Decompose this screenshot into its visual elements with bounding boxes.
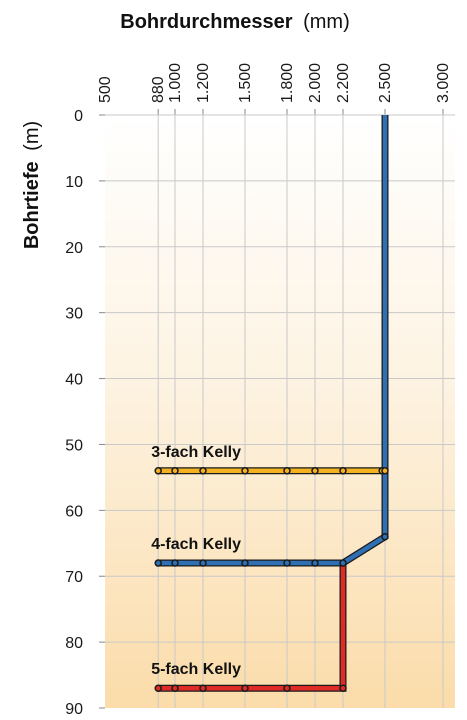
y-axis-title: Bohrtiefe (m) — [21, 121, 43, 249]
y-tick-label: 80 — [65, 635, 83, 652]
series-marker — [241, 559, 249, 567]
y-tick-label: 50 — [65, 437, 83, 454]
tick-labels: 500 880 1.000 1.200 1.500 1.800 2.000 2.200 2.50… — [65, 63, 452, 718]
y-tick-label: 90 — [65, 701, 83, 718]
y-tick-label: 0 — [74, 108, 83, 125]
series-labels: 3-fach Kelly 4-fach Kelly 5-fach Kelly — [151, 444, 241, 678]
x-tick-label: 2.200 — [335, 63, 352, 103]
x-tick-label: 1.000 — [167, 63, 184, 103]
series-marker — [171, 684, 179, 692]
series-marker — [199, 684, 207, 692]
y-tick-label: 40 — [65, 372, 83, 389]
series-marker — [339, 467, 347, 475]
y-tick-label: 70 — [65, 569, 83, 586]
y-tick-label: 60 — [65, 503, 83, 520]
series-marker — [311, 467, 319, 475]
x-axis-title-unit: (mm) — [303, 11, 350, 33]
y-axis-title-name: Bohrtiefe — [21, 161, 43, 249]
series-marker — [154, 684, 162, 692]
x-axis-title-name: Bohrdurchmesser — [120, 11, 292, 33]
series-marker — [283, 467, 291, 475]
x-tick-label: 1.200 — [195, 63, 212, 103]
x-tick-label: 500 — [97, 76, 114, 103]
x-tick-label: 1.500 — [237, 63, 254, 103]
series-marker — [199, 559, 207, 567]
series-marker — [171, 559, 179, 567]
series-marker — [171, 467, 179, 475]
series-label: 3-fach Kelly — [151, 444, 241, 461]
y-tick-label: 10 — [65, 174, 83, 191]
y-tick-label: 20 — [65, 240, 83, 257]
series-marker — [154, 559, 162, 567]
y-tick-label: 30 — [65, 306, 83, 323]
series-marker — [154, 467, 162, 475]
series-marker — [311, 559, 319, 567]
x-tick-label: 1.800 — [279, 63, 296, 103]
x-tick-label: 2.500 — [377, 63, 394, 103]
series-label: 4-fach Kelly — [151, 536, 241, 553]
series-marker — [241, 684, 249, 692]
x-tick-label: 2.000 — [307, 63, 324, 103]
series-group — [154, 115, 389, 692]
series-marker — [283, 684, 291, 692]
series-marker — [339, 559, 347, 567]
x-tick-label: 3.000 — [435, 63, 452, 103]
series-marker — [339, 684, 347, 692]
x-tick-label: 880 — [150, 76, 167, 103]
series-marker — [241, 467, 249, 475]
series-marker — [381, 467, 389, 475]
x-axis-title: Bohrdurchmesser (mm) — [120, 11, 349, 33]
y-axis-title-unit: (m) — [21, 121, 43, 151]
series-marker — [283, 559, 291, 567]
series-marker — [381, 532, 389, 541]
series-marker — [199, 467, 207, 475]
plot-background — [105, 115, 455, 708]
series-label: 5-fach Kelly — [151, 661, 241, 678]
